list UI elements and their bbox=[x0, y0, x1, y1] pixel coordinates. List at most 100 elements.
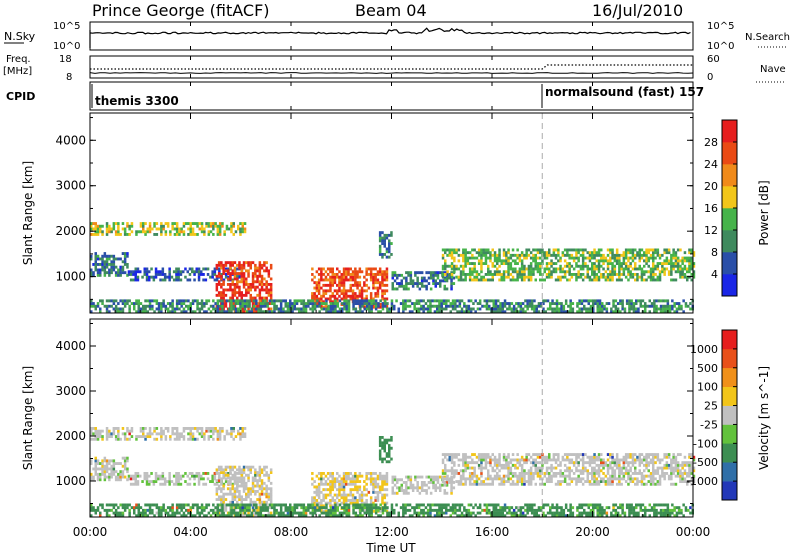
power-cell bbox=[110, 230, 113, 234]
velocity-cell bbox=[322, 472, 325, 475]
power-cell bbox=[557, 253, 560, 257]
velocity-cell bbox=[559, 463, 562, 467]
velocity-cell bbox=[518, 480, 522, 483]
velocity-cell bbox=[645, 466, 648, 470]
power-cell bbox=[376, 270, 380, 274]
power-cell bbox=[329, 294, 332, 298]
power-cell bbox=[171, 227, 174, 231]
velocity-cell bbox=[647, 461, 650, 465]
velocity-cell bbox=[267, 511, 271, 515]
power-cell bbox=[175, 227, 179, 231]
power-cell bbox=[471, 273, 474, 276]
power-cell bbox=[631, 275, 635, 279]
power-cell bbox=[650, 304, 654, 308]
power-cell bbox=[157, 273, 160, 276]
power-cell bbox=[690, 273, 693, 276]
power-cell bbox=[584, 248, 587, 252]
power-cell bbox=[510, 307, 514, 311]
velocity-cell bbox=[539, 469, 542, 473]
velocity-cell bbox=[242, 476, 246, 480]
velocity-cell bbox=[554, 458, 558, 462]
velocity-cell bbox=[376, 496, 380, 500]
power-cell bbox=[92, 271, 95, 275]
power-cell bbox=[90, 268, 93, 272]
velocity-cell bbox=[557, 458, 560, 462]
velocity-cell bbox=[222, 482, 226, 486]
power-cell bbox=[171, 307, 174, 311]
velocity-cell bbox=[383, 480, 386, 483]
velocity-cell bbox=[96, 475, 100, 479]
velocity-cell bbox=[254, 468, 257, 472]
velocity-cell bbox=[622, 455, 626, 459]
power-cell bbox=[322, 292, 325, 295]
velocity-cell bbox=[161, 482, 165, 486]
velocity-cell bbox=[674, 466, 678, 470]
velocity-cell bbox=[473, 469, 476, 473]
power-cell bbox=[96, 302, 100, 305]
velocity-cell bbox=[388, 446, 391, 450]
power-cell bbox=[316, 299, 319, 303]
power-cell bbox=[289, 307, 292, 311]
velocity-cell bbox=[502, 480, 506, 483]
power-cell bbox=[239, 222, 242, 225]
velocity-cell bbox=[409, 478, 413, 482]
velocity-cell bbox=[638, 458, 641, 462]
power-cell bbox=[258, 283, 262, 286]
velocity-cell bbox=[178, 432, 181, 436]
velocity-cell bbox=[640, 453, 644, 456]
power-cell bbox=[258, 272, 262, 275]
power-cell bbox=[551, 299, 554, 303]
velocity-cell bbox=[215, 468, 219, 472]
power-cell bbox=[139, 270, 142, 274]
velocity-cell bbox=[215, 471, 219, 474]
velocity-cell bbox=[203, 432, 206, 436]
velocity-cell bbox=[114, 475, 118, 479]
power-cell bbox=[481, 304, 484, 308]
velocity-cell bbox=[493, 455, 497, 459]
velocity-cell bbox=[464, 463, 467, 467]
power-cell bbox=[672, 262, 675, 265]
velocity-cell bbox=[620, 482, 623, 486]
power-cell bbox=[554, 253, 558, 257]
power-cell bbox=[231, 261, 234, 265]
velocity-cell bbox=[317, 477, 321, 481]
velocity-cell bbox=[511, 453, 515, 456]
power-cell bbox=[320, 286, 323, 290]
velocity-cell bbox=[92, 475, 95, 479]
velocity-cell bbox=[649, 477, 653, 481]
power-cell bbox=[503, 302, 507, 305]
power-cell bbox=[591, 270, 594, 274]
power-cell bbox=[409, 273, 413, 277]
velocity-cell bbox=[233, 476, 237, 480]
velocity-cell bbox=[609, 466, 612, 470]
power-cell bbox=[92, 227, 95, 231]
power-cell bbox=[227, 267, 230, 271]
velocity-cell bbox=[256, 481, 259, 485]
power-cell bbox=[602, 256, 605, 260]
velocity-cell bbox=[670, 466, 673, 470]
power-cell bbox=[213, 273, 217, 276]
velocity-cell bbox=[315, 499, 319, 502]
power-cell bbox=[464, 264, 467, 268]
velocity-cell bbox=[263, 468, 266, 472]
power-cell bbox=[277, 307, 281, 311]
power-cell bbox=[196, 304, 199, 308]
velocity-cell bbox=[378, 509, 382, 513]
velocity-cell bbox=[367, 477, 371, 481]
velocity-cell bbox=[169, 437, 172, 441]
velocity-cell bbox=[383, 457, 386, 461]
power-cell bbox=[212, 307, 215, 311]
power-cell bbox=[267, 307, 271, 311]
power-cell bbox=[358, 275, 362, 279]
power-cell bbox=[484, 273, 488, 276]
power-cell bbox=[484, 278, 488, 282]
velocity-cell bbox=[206, 477, 210, 481]
power-cell bbox=[586, 251, 589, 255]
velocity-cell bbox=[221, 427, 224, 430]
power-cell bbox=[378, 244, 382, 248]
velocity-cell bbox=[340, 488, 343, 492]
power-cell bbox=[239, 302, 242, 305]
power-cell bbox=[598, 302, 602, 305]
power-cell bbox=[234, 310, 238, 314]
power-cell bbox=[126, 265, 129, 269]
